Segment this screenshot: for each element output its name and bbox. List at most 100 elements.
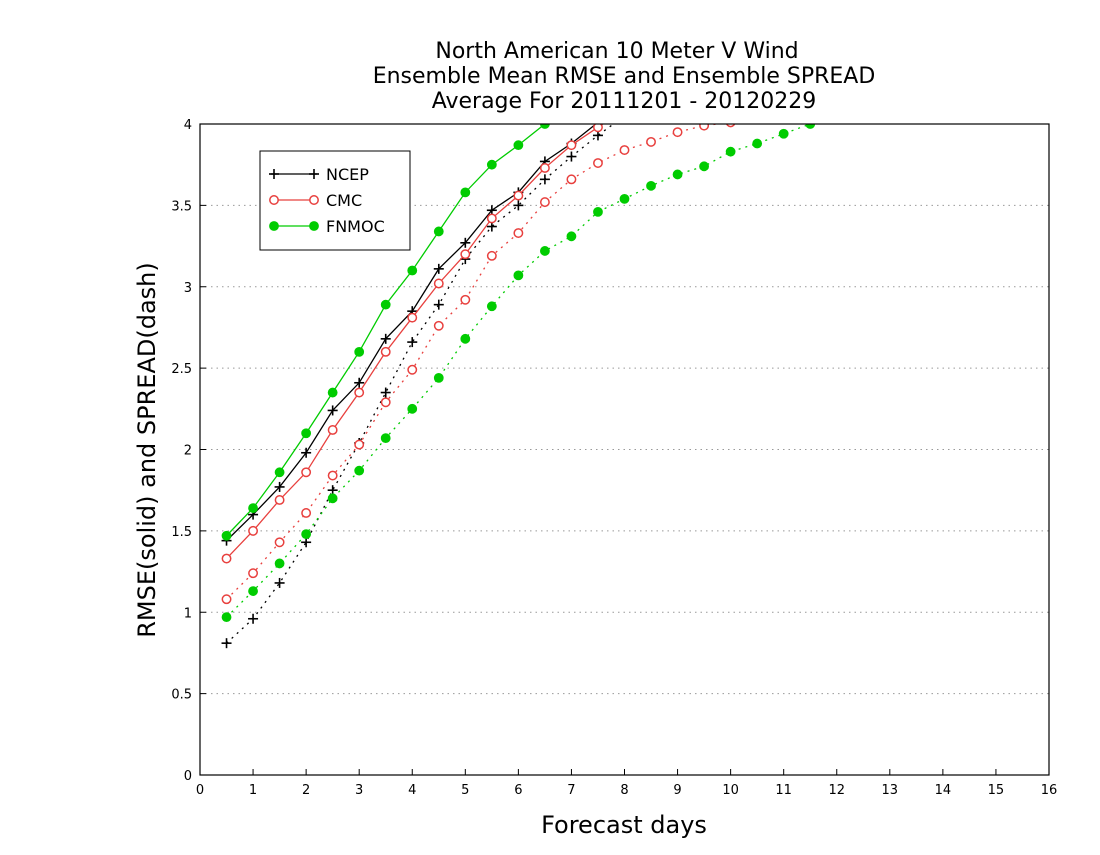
cmc-rmse-point xyxy=(460,249,471,260)
cmc-spread-point xyxy=(248,568,259,579)
cmc-spread-point xyxy=(699,124,710,131)
ncep-spread-point xyxy=(805,34,815,44)
data-series xyxy=(221,2,842,649)
ncep-rmse-point xyxy=(354,377,365,388)
x-tick-label: 16 xyxy=(1041,783,1058,798)
fnmoc-spread-point xyxy=(513,270,524,281)
cmc-spread-point xyxy=(274,537,285,548)
cmc-spread-point xyxy=(833,94,841,102)
fnmoc-rmse-point xyxy=(301,428,312,439)
x-tick-label: 5 xyxy=(461,783,469,798)
x-tick-label: 12 xyxy=(828,783,845,798)
fnmoc-rmse-point xyxy=(753,19,762,28)
x-tick-label: 0 xyxy=(196,783,204,798)
chart-title: North American 10 Meter V Wind Ensemble … xyxy=(373,39,876,114)
fnmoc-rmse-point xyxy=(540,124,550,129)
x-tick-label: 14 xyxy=(935,783,952,798)
fnmoc-spread-point xyxy=(805,124,816,129)
cmc-spread-point xyxy=(407,364,418,375)
cmc-spread-point xyxy=(593,158,603,169)
legend-marker-cmc xyxy=(309,195,319,205)
y-tick-label: 3.5 xyxy=(171,199,192,214)
y-tick-label: 3 xyxy=(184,281,192,296)
fnmoc-rmse-point xyxy=(433,226,444,237)
fnmoc-rmse-point xyxy=(274,467,285,478)
grid-lines xyxy=(200,204,1049,695)
cmc-rmse-point xyxy=(301,467,312,478)
y-axis-ticks: 0 0.5 1 1.5 2 2.5 3 3.5 4 xyxy=(171,118,206,784)
cmc-rmse-line xyxy=(226,124,604,559)
fnmoc-rmse-point xyxy=(832,2,841,11)
cmc-spread-point xyxy=(566,174,577,185)
x-tick-label: 9 xyxy=(673,783,681,798)
fnmoc-spread-point xyxy=(354,465,365,476)
x-axis-ticks: 0 1 2 3 4 5 6 7 8 9 10 11 12 13 14 15 16 xyxy=(196,769,1057,798)
fnmoc-rmse-point xyxy=(779,12,788,21)
ncep-rmse-point xyxy=(832,21,842,31)
fnmoc-spread-point xyxy=(460,333,471,344)
legend-label-fnmoc: FNMOC xyxy=(326,217,385,236)
y-axis-title: RMSE(solid) and SPREAD(dash) xyxy=(133,262,161,638)
x-tick-label: 10 xyxy=(722,783,739,798)
y-tick-label: 2.5 xyxy=(171,362,192,377)
cmc-spread-point xyxy=(221,594,232,605)
cmc-spread-point xyxy=(619,145,630,155)
fnmoc-spread-point xyxy=(327,493,338,504)
cmc-rmse-point xyxy=(274,495,285,505)
x-tick-label: 2 xyxy=(302,783,310,798)
fnmoc-spread-point xyxy=(221,612,232,623)
cmc-spread-point xyxy=(380,397,391,408)
fnmoc-spread-point xyxy=(433,372,444,383)
ncep-spread-point xyxy=(407,337,418,348)
cmc-rmse-point xyxy=(539,162,550,173)
ncep-rmse-point xyxy=(327,405,338,416)
fnmoc-spread-point xyxy=(407,403,418,414)
fnmoc-spread-point xyxy=(699,161,709,172)
x-tick-label: 13 xyxy=(882,783,899,798)
fnmoc-rmse-point xyxy=(354,346,365,357)
x-tick-label: 15 xyxy=(988,783,1005,798)
cmc-spread-point xyxy=(646,136,656,147)
y-tick-label: 4 xyxy=(184,118,192,133)
fnmoc-spread-point xyxy=(619,193,630,204)
fnmoc-rmse-point xyxy=(248,503,258,513)
ncep-spread-point xyxy=(433,299,444,310)
fnmoc-spread-point xyxy=(752,138,763,149)
fnmoc-spread-point xyxy=(593,206,603,217)
title-line-2: Ensemble Mean RMSE and Ensemble SPREAD xyxy=(373,64,876,89)
cmc-spread-point xyxy=(354,439,365,450)
legend: NCEP CMC FNMOC xyxy=(259,150,411,251)
ncep-spread-point xyxy=(513,200,524,211)
fnmoc-spread-point xyxy=(672,169,683,180)
cmc-rmse-point xyxy=(486,213,497,224)
cmc-spread-point xyxy=(725,124,736,128)
title-line-1: North American 10 Meter V Wind xyxy=(435,39,798,64)
legend-marker-fnmoc xyxy=(269,221,279,231)
fnmoc-rmse-point xyxy=(513,140,524,151)
cmc-spread-line xyxy=(226,124,723,600)
legend-label-cmc: CMC xyxy=(326,191,362,210)
x-tick-label: 8 xyxy=(620,783,628,798)
cmc-rmse-point xyxy=(327,425,338,435)
ncep-rmse-point xyxy=(805,28,815,38)
fnmoc-rmse-point xyxy=(380,299,391,310)
cmc-spread-point xyxy=(513,228,524,238)
legend-marker-cmc xyxy=(269,195,279,205)
fnmoc-rmse-point xyxy=(327,387,338,398)
cmc-rmse-point xyxy=(833,27,841,35)
cmc-rmse-point xyxy=(593,124,603,133)
ncep-spread-point xyxy=(566,151,577,162)
fnmoc-rmse-point xyxy=(726,25,735,34)
y-tick-label: 1.5 xyxy=(171,525,192,540)
cmc-spread-point xyxy=(327,470,338,481)
cmc-spread-point xyxy=(460,294,471,305)
y-tick-label: 0 xyxy=(184,769,192,784)
fnmoc-spread-point xyxy=(725,146,736,157)
fnmoc-rmse-point xyxy=(407,265,418,276)
fnmoc-spread-point xyxy=(646,180,656,191)
ncep-rmse-point xyxy=(274,481,285,492)
cmc-rmse-point xyxy=(433,278,444,289)
x-tick-label: 11 xyxy=(775,783,792,798)
fnmoc-spread-point xyxy=(380,433,391,444)
